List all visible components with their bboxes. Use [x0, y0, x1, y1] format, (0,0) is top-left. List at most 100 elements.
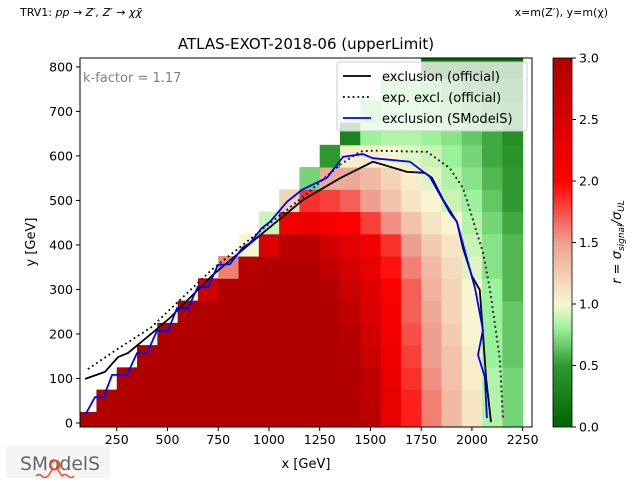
heatmap-cell — [116, 389, 138, 413]
heatmap-cell — [299, 345, 321, 368]
heatmap-cell — [441, 167, 463, 190]
heatmap-cell — [502, 389, 524, 413]
heatmap-cell — [258, 411, 280, 427]
x-axis-label: x [GeV] — [282, 457, 331, 472]
heatmap-cell — [482, 322, 503, 346]
heatmap-cell — [218, 322, 240, 346]
heatmap-cell — [502, 144, 524, 168]
legend-label-exclusion-official: exclusion (official) — [382, 70, 500, 85]
x-tick-label: 2000 — [456, 432, 488, 447]
y-tick-label: 0 — [65, 415, 73, 430]
heatmap-cell — [461, 189, 483, 213]
heatmap-cell — [258, 256, 280, 279]
x-tick-label: 250 — [105, 432, 129, 447]
colorbar-ticks: 0.0 0.5 1.0 1.5 2.0 2.5 3.0 — [572, 51, 599, 435]
heatmap-cell — [279, 300, 300, 324]
heatmap-cell — [421, 278, 442, 302]
heatmap-cell — [279, 411, 300, 427]
heatmap-cell — [421, 411, 442, 427]
heatmap-cell — [400, 233, 422, 257]
legend-box — [336, 61, 528, 132]
heatmap-cell — [441, 233, 463, 257]
heatmap-cell — [400, 211, 422, 235]
heatmap-cell — [360, 411, 382, 427]
heatmap-cell — [137, 345, 158, 368]
heatmap-cell — [299, 189, 321, 213]
heatmap-cell — [482, 278, 503, 302]
heatmap-cell — [441, 300, 463, 324]
y-tick-label: 800 — [49, 59, 73, 74]
heatmap-cell — [461, 144, 483, 168]
heatmap-cell — [380, 300, 402, 324]
heatmap-cell — [360, 367, 382, 391]
heatmap-cell — [238, 278, 260, 302]
colorbar-label-mid: /σ — [610, 211, 625, 225]
heatmap-cell — [279, 256, 300, 279]
heatmap-cell — [299, 211, 321, 235]
heatmap-cell — [177, 411, 199, 427]
heatmap-cell — [299, 322, 321, 346]
heatmap-cell — [380, 389, 402, 413]
heatmap-cell — [380, 411, 402, 427]
heatmap-cell — [299, 389, 321, 413]
legend-label-exclusion-smodels: exclusion (SModelS) — [382, 112, 513, 127]
heatmap-cell — [319, 189, 341, 213]
heatmap-cell — [238, 411, 260, 427]
heatmap-cell — [380, 189, 402, 213]
heatmap-cell — [218, 345, 240, 368]
heatmap-cell — [157, 389, 179, 413]
colorbar-label: r = σsignal/σUL — [610, 200, 627, 284]
heatmap-cell — [339, 167, 361, 190]
heatmap-cell — [400, 144, 422, 168]
heatmap-cell — [400, 345, 422, 368]
heatmap-cell — [400, 300, 422, 324]
heatmap-cell — [421, 300, 442, 324]
heatmap-cell — [137, 411, 158, 427]
logo-loop-icon — [49, 459, 61, 471]
heatmap-cell — [441, 144, 463, 168]
heatmap-cell — [218, 278, 240, 302]
heatmap-cell — [238, 389, 260, 413]
heatmap-cell — [116, 411, 138, 427]
x-tick-label: 1250 — [304, 432, 336, 447]
heatmap-cell — [177, 322, 199, 346]
colorbar — [552, 57, 573, 428]
heatmap-cell — [461, 411, 483, 427]
heatmap-cell — [96, 389, 118, 413]
colorbar-tick-label: 0.0 — [579, 420, 599, 435]
y-axis-label: y [GeV] — [24, 218, 39, 267]
colorbar-tick-label: 1.0 — [579, 297, 599, 312]
heatmap-cell — [482, 144, 503, 168]
colorbar-tick-label: 0.5 — [579, 358, 599, 373]
heatmap-cell — [319, 211, 341, 235]
heatmap-cell — [299, 233, 321, 257]
heatmap-cell — [339, 411, 361, 427]
heatmap-cell — [137, 389, 158, 413]
smodels-logo: SModelS — [6, 446, 110, 479]
heatmap-cell — [319, 322, 341, 346]
heatmap-cell — [360, 278, 382, 302]
heatmap-cell — [177, 389, 199, 413]
x-tick-label: 750 — [206, 432, 230, 447]
heatmap-cell — [360, 233, 382, 257]
heatmap-cell — [339, 189, 361, 213]
heatmap-cell — [319, 256, 341, 279]
y-tick-label: 300 — [49, 282, 73, 297]
heatmap-cell — [258, 322, 280, 346]
heatmap-cell — [380, 233, 402, 257]
x-tick-label: 1500 — [355, 432, 387, 447]
heatmap-cell — [299, 411, 321, 427]
heatmap-cell — [96, 411, 118, 427]
heatmap-cell — [441, 345, 463, 368]
heatmap-cell — [279, 278, 300, 302]
heatmap-cell — [441, 278, 463, 302]
heatmap-cell — [319, 233, 341, 257]
heatmap-cell — [461, 167, 483, 190]
heatmap-cell — [157, 322, 179, 346]
heatmap-cell — [421, 367, 442, 391]
heatmap-cell — [339, 211, 361, 235]
y-tick-label: 200 — [49, 326, 73, 341]
heatmap-cell — [441, 211, 463, 235]
y-axis: 0 100 200 300 400 500 600 700 800 — [49, 59, 80, 430]
heatmap-cell — [461, 322, 483, 346]
